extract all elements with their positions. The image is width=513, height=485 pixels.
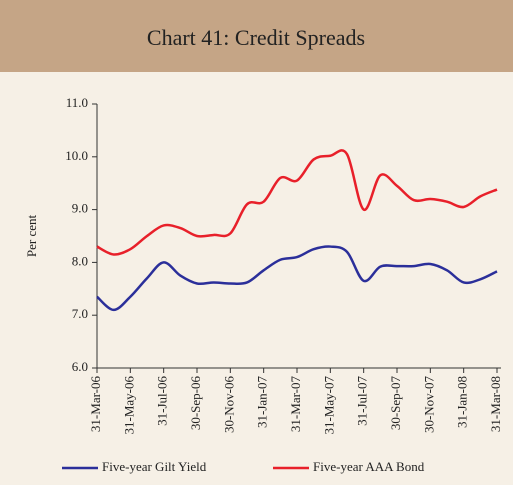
- y-tick-label: 7.0: [72, 306, 88, 321]
- x-tick-label: 30-Nov-06: [221, 376, 236, 434]
- x-tick-label: 31-May-06: [121, 376, 136, 435]
- x-tick-label: 31-Mar-08: [488, 376, 503, 432]
- legend-label: Five-year AAA Bond: [313, 459, 425, 474]
- x-tick-label: 30-Sep-07: [388, 376, 403, 431]
- chart-title: Chart 41: Credit Spreads: [147, 25, 365, 50]
- x-tick-label: 30-Sep-06: [188, 376, 203, 431]
- y-tick-label: 9.0: [72, 201, 88, 216]
- line-series: [96, 149, 498, 256]
- y-axis-label: Per cent: [24, 214, 39, 257]
- y-tick-label: 11.0: [66, 95, 88, 110]
- y-tick-label: 10.0: [65, 148, 88, 163]
- x-tick-label: 31-Mar-07: [288, 376, 303, 433]
- x-tick-label: 31-Jul-07: [355, 376, 370, 426]
- x-tick-label: 31-May-07: [321, 376, 336, 435]
- x-tick-label: 31-Jan-08: [455, 376, 470, 428]
- x-tick-label: 31-Jan-07: [255, 376, 270, 428]
- x-tick-label: 31-Jul-06: [155, 376, 170, 426]
- y-tick-label: 6.0: [72, 359, 88, 374]
- y-tick-label: 8.0: [72, 253, 88, 268]
- x-tick-label: 31-Mar-06: [88, 376, 103, 433]
- title-bar: [0, 0, 513, 72]
- legend-label: Five-year Gilt Yield: [102, 459, 207, 474]
- line-series: [96, 245, 498, 312]
- x-tick-label: 30-Nov-07: [421, 376, 436, 434]
